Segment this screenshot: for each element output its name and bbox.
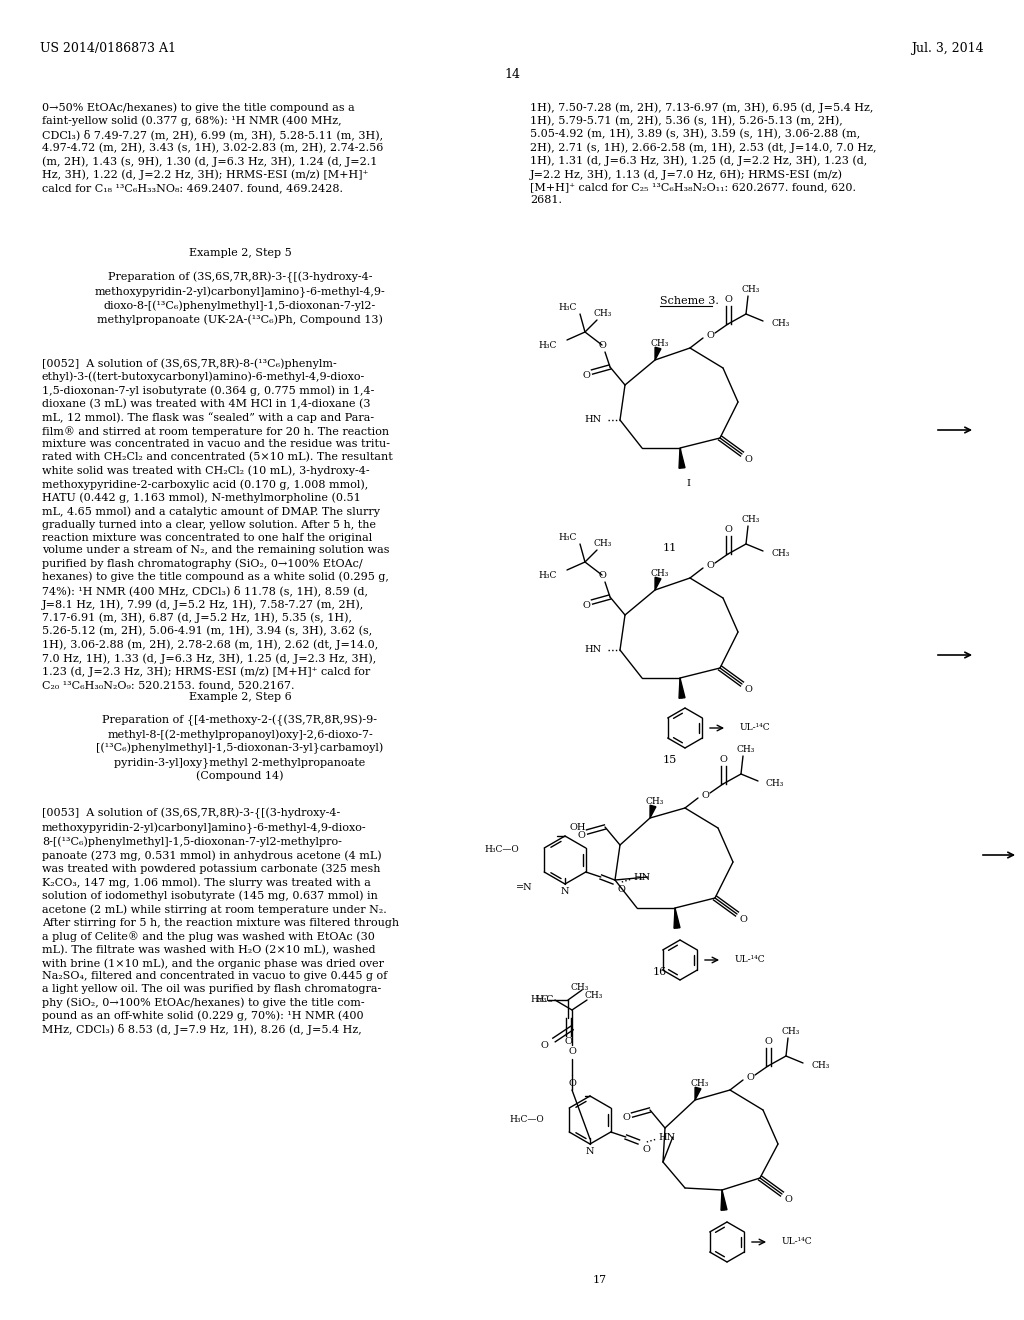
Text: O: O [746,1073,754,1082]
Text: O: O [643,1146,650,1155]
Text: O: O [598,341,606,350]
Text: Preparation of {[4-methoxy-2-({(3S,7R,8R,9S)-9-
methyl-8-[(2-methylpropanoyl)oxy: Preparation of {[4-methoxy-2-({(3S,7R,8R… [96,715,384,781]
Text: O: O [578,830,585,840]
Text: CH₃: CH₃ [771,319,790,329]
Text: Example 2, Step 6: Example 2, Step 6 [188,692,292,702]
Text: I: I [686,479,690,487]
Text: N: N [561,887,569,895]
Text: O: O [568,1078,575,1088]
Text: CH₃: CH₃ [570,983,589,993]
Text: CH₃: CH₃ [651,569,670,578]
Text: H₃C: H₃C [530,995,549,1005]
Polygon shape [650,805,656,818]
Text: H₃C: H₃C [539,342,557,351]
Polygon shape [674,908,680,928]
Text: 14: 14 [504,69,520,81]
Text: O: O [724,296,732,305]
Text: O: O [719,755,727,764]
Text: O: O [744,455,752,465]
Text: O: O [582,601,590,610]
Text: O: O [701,792,709,800]
Polygon shape [695,1088,700,1100]
Text: O: O [598,570,606,579]
Text: O: O [540,1040,548,1049]
Text: H₃C: H₃C [539,572,557,581]
Text: H₃C: H₃C [535,995,553,1005]
Text: 11: 11 [663,543,677,553]
Text: Example 2, Step 5: Example 2, Step 5 [188,248,292,257]
Text: HN: HN [585,416,602,425]
Polygon shape [679,447,685,469]
Polygon shape [655,577,660,590]
Text: CH₃: CH₃ [691,1080,710,1089]
Text: Preparation of (3S,6S,7R,8R)-3-{[(3-hydroxy-4-
methoxypyridin-2-yl)carbonyl]amin: Preparation of (3S,6S,7R,8R)-3-{[(3-hydr… [94,272,385,325]
Text: O: O [739,916,746,924]
Text: Scheme 3.: Scheme 3. [660,296,719,306]
Polygon shape [655,347,660,360]
Text: H₃C—O: H₃C—O [484,846,519,854]
Polygon shape [679,678,685,698]
Text: H₃C—O: H₃C—O [509,1115,544,1125]
Text: O: O [564,1038,572,1047]
Text: [0053]  A solution of (3S,6S,7R,8R)-3-{[(3-hydroxy-4-
methoxypyridin-2-yl)carbon: [0053] A solution of (3S,6S,7R,8R)-3-{[(… [42,808,399,1035]
Text: [0052]  A solution of (3S,6S,7R,8R)-8-(¹³C₆)phenylm-
ethyl)-3-((tert-butoxycarbo: [0052] A solution of (3S,6S,7R,8R)-8-(¹³… [42,358,393,690]
Text: O: O [622,1114,630,1122]
Text: CH₃: CH₃ [811,1061,829,1071]
Text: HN: HN [658,1133,676,1142]
Text: HN: HN [634,873,651,882]
Text: UL-¹⁴C: UL-¹⁴C [735,956,766,965]
Text: O: O [784,1196,792,1204]
Text: CH₃: CH₃ [594,540,612,549]
Polygon shape [721,1191,727,1210]
Text: CH₃: CH₃ [741,516,760,524]
Text: CH₃: CH₃ [766,780,784,788]
Text: CH₃: CH₃ [585,990,603,999]
Text: CH₃: CH₃ [646,797,665,807]
Text: CH₃: CH₃ [741,285,760,294]
Text: OH: OH [570,824,587,833]
Text: O: O [724,525,732,535]
Text: O: O [568,1048,575,1056]
Text: Jul. 3, 2014: Jul. 3, 2014 [911,42,984,55]
Text: 1H), 7.50-7.28 (m, 2H), 7.13-6.97 (m, 3H), 6.95 (d, J=5.4 Hz,
1H), 5.79-5.71 (m,: 1H), 7.50-7.28 (m, 2H), 7.13-6.97 (m, 3H… [530,102,877,206]
Text: UL-¹⁴C: UL-¹⁴C [740,723,771,733]
Text: CH₃: CH₃ [594,309,612,318]
Text: CH₃: CH₃ [771,549,790,558]
Text: 16: 16 [653,968,667,977]
Text: 0→50% EtOAc/hexanes) to give the title compound as a
faint-yellow solid (0.377 g: 0→50% EtOAc/hexanes) to give the title c… [42,102,383,193]
Text: =N: =N [516,883,534,891]
Text: O: O [707,331,714,341]
Text: H₃C: H₃C [559,532,577,541]
Text: 17: 17 [593,1275,607,1284]
Text: N: N [586,1147,594,1155]
Text: US 2014/0186873 A1: US 2014/0186873 A1 [40,42,176,55]
Text: CH₃: CH₃ [651,339,670,348]
Text: O: O [707,561,714,570]
Text: 15: 15 [663,755,677,766]
Text: CH₃: CH₃ [781,1027,800,1036]
Text: O: O [764,1038,772,1047]
Text: UL-¹⁴C: UL-¹⁴C [782,1238,813,1246]
Text: CH₃: CH₃ [737,746,755,755]
Text: HN: HN [585,645,602,655]
Text: O: O [744,685,752,694]
Text: O: O [582,371,590,380]
Text: H₃C: H₃C [559,302,577,312]
Text: O: O [617,886,626,895]
